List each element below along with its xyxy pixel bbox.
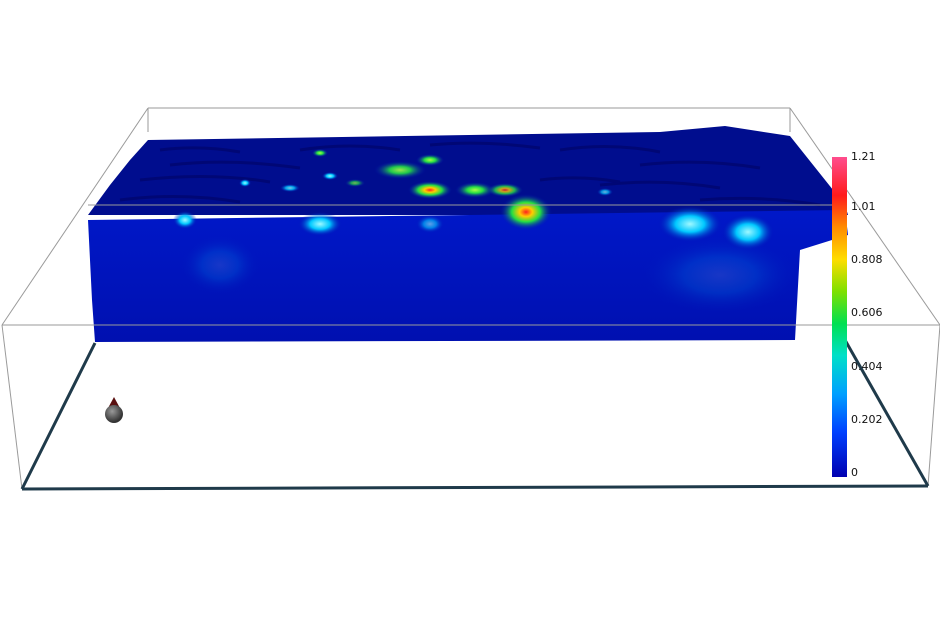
- volume-front-face: [88, 210, 848, 342]
- volume-block: [88, 126, 848, 342]
- colorbar-tick-label: 0.202: [851, 413, 883, 426]
- colorbar-gradient: [832, 157, 847, 477]
- probe-marker-icon[interactable]: [105, 397, 123, 423]
- bounding-box-back: [1, 107, 940, 326]
- colorbar-tick-label: 0: [851, 466, 858, 479]
- colorbar-tick-label: 0.606: [851, 306, 883, 319]
- bounding-box-front: [1, 204, 940, 490]
- colorbar-tick-label: 1.21: [851, 150, 876, 163]
- colorbar-tick-label: 1.01: [851, 200, 876, 213]
- surface-hotspots: [239, 149, 613, 199]
- colorbar-tick-label: 0.404: [851, 360, 883, 373]
- colorbar-tick-label: 0.808: [851, 253, 883, 266]
- surface-streaks: [119, 141, 821, 207]
- base-frame: [20, 339, 930, 491]
- volume-top-surface: [88, 126, 848, 215]
- front-hotspots: [173, 194, 800, 315]
- colorbar: 1.21 1.01 0.808 0.606 0.404 0.202 0: [832, 150, 883, 479]
